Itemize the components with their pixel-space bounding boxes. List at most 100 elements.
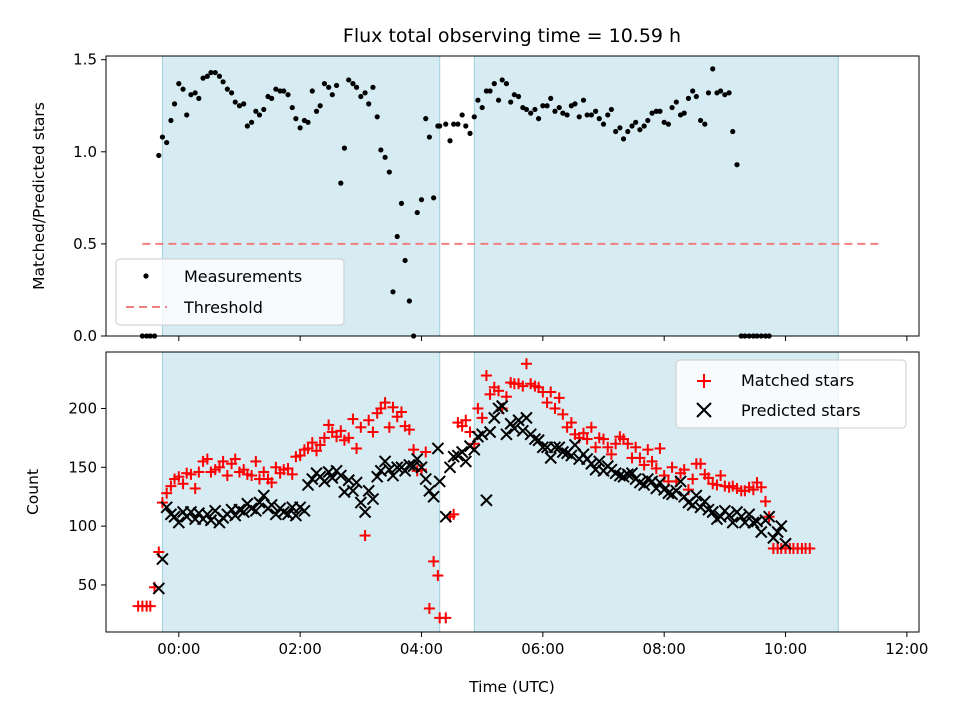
measurement-point: [220, 79, 226, 85]
measurement-point: [309, 88, 315, 94]
ratio-panel-frame: [105, 55, 920, 337]
predicted-star-point: [358, 505, 372, 519]
legend-measurements-marker: [143, 273, 149, 279]
measurement-point: [556, 104, 562, 111]
matched-star-point: [383, 421, 395, 433]
matched-star-point: [472, 402, 484, 414]
matched-star-point: [266, 477, 278, 489]
predicted-star-point: [427, 490, 440, 503]
measurement-point: [273, 86, 279, 92]
matched-star-point: [581, 433, 593, 445]
measurement-point: [366, 101, 372, 107]
observing-bands-top: [161, 56, 839, 336]
measurement-point: [685, 95, 692, 101]
matched-star-point: [144, 600, 156, 612]
matched-star-point: [193, 466, 205, 478]
measurement-point: [499, 77, 505, 83]
measurement-point: [584, 112, 590, 118]
predicted-star-point: [350, 476, 363, 489]
predicted-star-point: [625, 466, 639, 480]
measurement-point: [447, 138, 453, 144]
predicted-star-point: [370, 470, 384, 483]
measurement-point: [722, 92, 728, 98]
count-legend: Matched stars Predicted stars: [675, 359, 907, 429]
measurement-point: [544, 103, 550, 109]
matched-star-point: [363, 414, 375, 426]
measurement-point: [402, 257, 408, 264]
matched-star-point: [335, 425, 347, 437]
x-tick-label: 10:00: [764, 640, 807, 658]
predicted-star-point: [670, 484, 683, 498]
matched-star-point: [323, 419, 335, 431]
measurement-point: [552, 108, 558, 114]
measurement-point: [471, 114, 477, 120]
predicted-star-point: [172, 516, 186, 529]
measurement-point: [540, 103, 546, 109]
predicted-star-point: [495, 399, 509, 413]
measurement-point: [475, 97, 481, 103]
matched-star-point: [379, 397, 391, 409]
matched-star-point: [456, 420, 468, 432]
measurement-point: [511, 92, 517, 98]
predicted-star-point: [362, 484, 375, 498]
predicted-star-point: [403, 458, 416, 472]
measurement-point: [390, 289, 396, 295]
count-y-axis-label: Count: [24, 469, 42, 515]
predicted-star-point: [621, 468, 634, 481]
matched-star-point: [480, 370, 492, 382]
measurement-point: [171, 101, 178, 107]
predicted-star-point: [500, 428, 513, 441]
measurement-point: [423, 116, 429, 122]
matched-star-point: [185, 468, 197, 480]
predicted-star-point: [532, 434, 545, 447]
predicted-star-point: [269, 508, 283, 521]
measurement-point: [168, 117, 174, 124]
chart-title: Flux total observing time = 10.59 h: [343, 25, 681, 47]
measurement-point: [653, 108, 659, 114]
measurement-point: [196, 95, 202, 101]
matched-star-point: [747, 484, 759, 496]
measurement-point: [576, 114, 582, 120]
x-tick-label: 00:00: [157, 640, 200, 658]
matched-star-point: [493, 385, 505, 397]
matched-star-point: [711, 479, 723, 491]
predicted-star-point: [480, 494, 493, 507]
measurement-point: [362, 90, 368, 96]
measurement-point: [192, 90, 198, 96]
predicted-star-point: [342, 474, 355, 487]
predicted-star-point: [662, 486, 675, 500]
matched-star-point: [602, 441, 614, 453]
measurement-point: [532, 106, 538, 113]
matched-star-point: [804, 542, 816, 554]
measurement-point: [256, 112, 263, 118]
matched-star-point: [420, 446, 432, 458]
matched-star-point: [221, 470, 233, 482]
matched-star-point: [517, 380, 529, 392]
matched-star-point: [687, 473, 699, 485]
measurement-point: [455, 121, 461, 127]
predicted-star-point: [318, 475, 331, 488]
matched-star-point: [311, 445, 323, 457]
y-tick-label: 50: [78, 576, 97, 594]
measurement-point: [212, 69, 218, 76]
measurement-point: [726, 90, 732, 96]
predicted-star-point: [156, 552, 169, 566]
matched-star-point: [565, 417, 577, 429]
measurement-point: [564, 112, 570, 118]
matched-star-point: [270, 461, 282, 473]
measurement-point: [341, 145, 348, 151]
measurement-point: [386, 169, 392, 175]
measurement-point: [224, 86, 230, 92]
measurement-point: [244, 123, 250, 129]
predicted-star-point: [585, 457, 598, 470]
ratio-panel: 0.0 0.5 1.0 1.5 Matched/Predicted stars Mea…: [30, 51, 920, 345]
measurement-point: [370, 84, 376, 90]
predicted-star-point: [735, 510, 748, 523]
measurement-point: [645, 117, 651, 124]
matched-star-point: [217, 455, 229, 467]
matched-star-point: [654, 442, 666, 454]
matched-star-point: [294, 450, 306, 462]
predicted-star-point: [536, 441, 550, 454]
measurement-point: [657, 108, 663, 114]
predicted-star-point: [433, 475, 446, 488]
